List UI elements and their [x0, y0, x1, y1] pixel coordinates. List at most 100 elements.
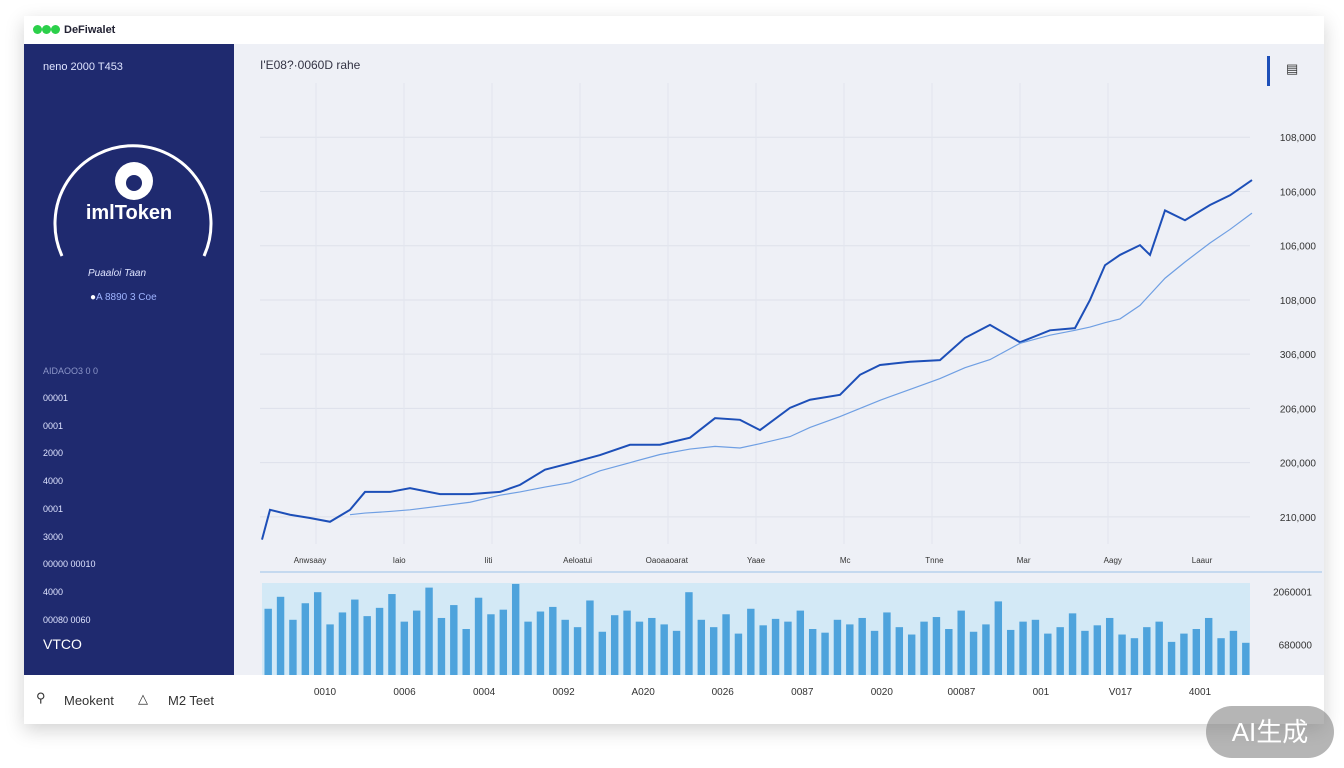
- volume-bar: [907, 634, 916, 675]
- x-tick-label: 0092: [553, 687, 576, 698]
- series-line: [261, 179, 1253, 540]
- x-tick-label: 0004: [473, 687, 496, 698]
- x-tick-label: Oaoaaoarat: [646, 556, 689, 565]
- menu-item[interactable]: 00001: [43, 393, 69, 403]
- volume-bar: [326, 624, 334, 675]
- volume-bar: [883, 612, 891, 675]
- volume-bar: [1130, 638, 1139, 675]
- volume-bar: [957, 610, 965, 675]
- x-tick-label: Laaur: [1192, 556, 1213, 565]
- volume-bar: [474, 597, 483, 675]
- sidebar-footer[interactable]: VTCO: [43, 636, 82, 652]
- x-tick-label: V017: [1109, 687, 1133, 698]
- volume-bar: [994, 601, 1003, 675]
- section-label: AIDAOO3 0 0: [43, 366, 99, 376]
- volume-bar: [573, 627, 582, 675]
- menu-item[interactable]: 0001: [43, 420, 64, 431]
- volume-bar: [313, 592, 322, 675]
- menu-item[interactable]: 4000: [43, 586, 64, 597]
- logo-ring: [53, 144, 213, 257]
- volume-bar: [846, 624, 854, 675]
- volume-bar: [1143, 627, 1151, 675]
- volume-bar: [796, 610, 805, 675]
- volume-bar: [561, 619, 569, 675]
- x-tick-label: A020: [632, 687, 656, 698]
- y-tick-label: 306,000: [1280, 350, 1317, 361]
- x-tick-label: Aagy: [1104, 556, 1122, 565]
- x-tick-label: 0006: [393, 687, 416, 698]
- volume-bar: [672, 630, 681, 675]
- balance: ●A 8890 3 Coe: [90, 292, 157, 303]
- dot: [33, 25, 42, 34]
- menu-item[interactable]: 3000: [43, 531, 64, 542]
- dot: [42, 25, 51, 34]
- volume-bar: [635, 621, 644, 675]
- volume-bar: [870, 630, 879, 675]
- volume-bar: [709, 627, 718, 675]
- series-line: [349, 212, 1253, 516]
- volume-bar: [697, 619, 706, 675]
- volume-bar: [821, 632, 829, 675]
- volume-bar: [388, 594, 396, 675]
- volume-bar: [264, 608, 272, 675]
- volume-bar: [1093, 625, 1102, 675]
- volume-bar: [1204, 617, 1213, 675]
- volume-bar: [808, 629, 817, 675]
- menu-item[interactable]: 4000: [43, 476, 64, 487]
- y-tick-label: 106,000: [1280, 187, 1317, 198]
- dot: [51, 25, 60, 34]
- menu-item[interactable]: 0001: [43, 503, 64, 514]
- y-tick-label: 2060001: [1273, 587, 1312, 598]
- volume-bar: [1081, 630, 1089, 675]
- volume-bar: [499, 609, 508, 675]
- volume-bar: [598, 631, 607, 675]
- volume-bar: [1044, 633, 1052, 675]
- y-tick-label: 200,000: [1280, 459, 1317, 470]
- volume-bar: [685, 592, 693, 675]
- footer: ⚲ Meokent △ M2 Teet: [24, 675, 1324, 724]
- volume-bar: [982, 624, 990, 675]
- x-tick-label: Mar: [1017, 556, 1031, 565]
- volume-bar: [363, 616, 371, 675]
- volume-bg: [262, 583, 1250, 675]
- x-tick-label: Iaio: [393, 556, 406, 565]
- chart-title: I'E08?·0060D rahe: [260, 58, 361, 72]
- x-tick-label: Aeloatui: [563, 556, 592, 565]
- volume-bar: [289, 619, 297, 675]
- x-tick-label: 001: [1033, 687, 1050, 698]
- volume-bar: [412, 610, 421, 675]
- sidebar-header[interactable]: neno 2000 T453: [43, 61, 123, 73]
- volume-bar: [1217, 638, 1225, 675]
- volume-bar: [351, 599, 359, 675]
- x-tick-label: 00087: [947, 687, 975, 698]
- volume-bar: [1192, 629, 1201, 675]
- volume-bar: [734, 633, 743, 675]
- volume-bar: [437, 617, 446, 675]
- volume-bar: [969, 631, 978, 675]
- title-bar: DeFiwalet: [24, 16, 1324, 44]
- volume-bar: [511, 583, 520, 675]
- volume-bar: [1155, 621, 1163, 675]
- volume-bar: [648, 617, 656, 675]
- volume-bar: [276, 596, 285, 675]
- volume-bar: [1068, 613, 1077, 675]
- volume-bar: [425, 587, 433, 675]
- volume-bar: [747, 608, 755, 675]
- menu-item[interactable]: 00080 0060: [43, 614, 91, 625]
- footer-right[interactable]: M2 Teet: [168, 693, 215, 708]
- volume-bar: [1242, 642, 1250, 675]
- menu-item[interactable]: 2000: [43, 448, 64, 459]
- volume-bar: [1031, 619, 1040, 675]
- volume-bar: [1229, 630, 1238, 675]
- search-icon: ⚲: [36, 690, 46, 705]
- menu-icon[interactable]: ▤: [1286, 61, 1298, 76]
- indicator: [1267, 56, 1270, 86]
- volume-bar: [536, 611, 545, 675]
- watermark: AI生成: [1206, 706, 1334, 758]
- volume-bar: [722, 614, 730, 675]
- menu-item[interactable]: 00000 00010: [43, 559, 96, 570]
- footer-left[interactable]: Meokent: [64, 693, 114, 708]
- x-tick-label: Anwsaay: [294, 556, 326, 565]
- x-tick-label: 4001: [1189, 687, 1212, 698]
